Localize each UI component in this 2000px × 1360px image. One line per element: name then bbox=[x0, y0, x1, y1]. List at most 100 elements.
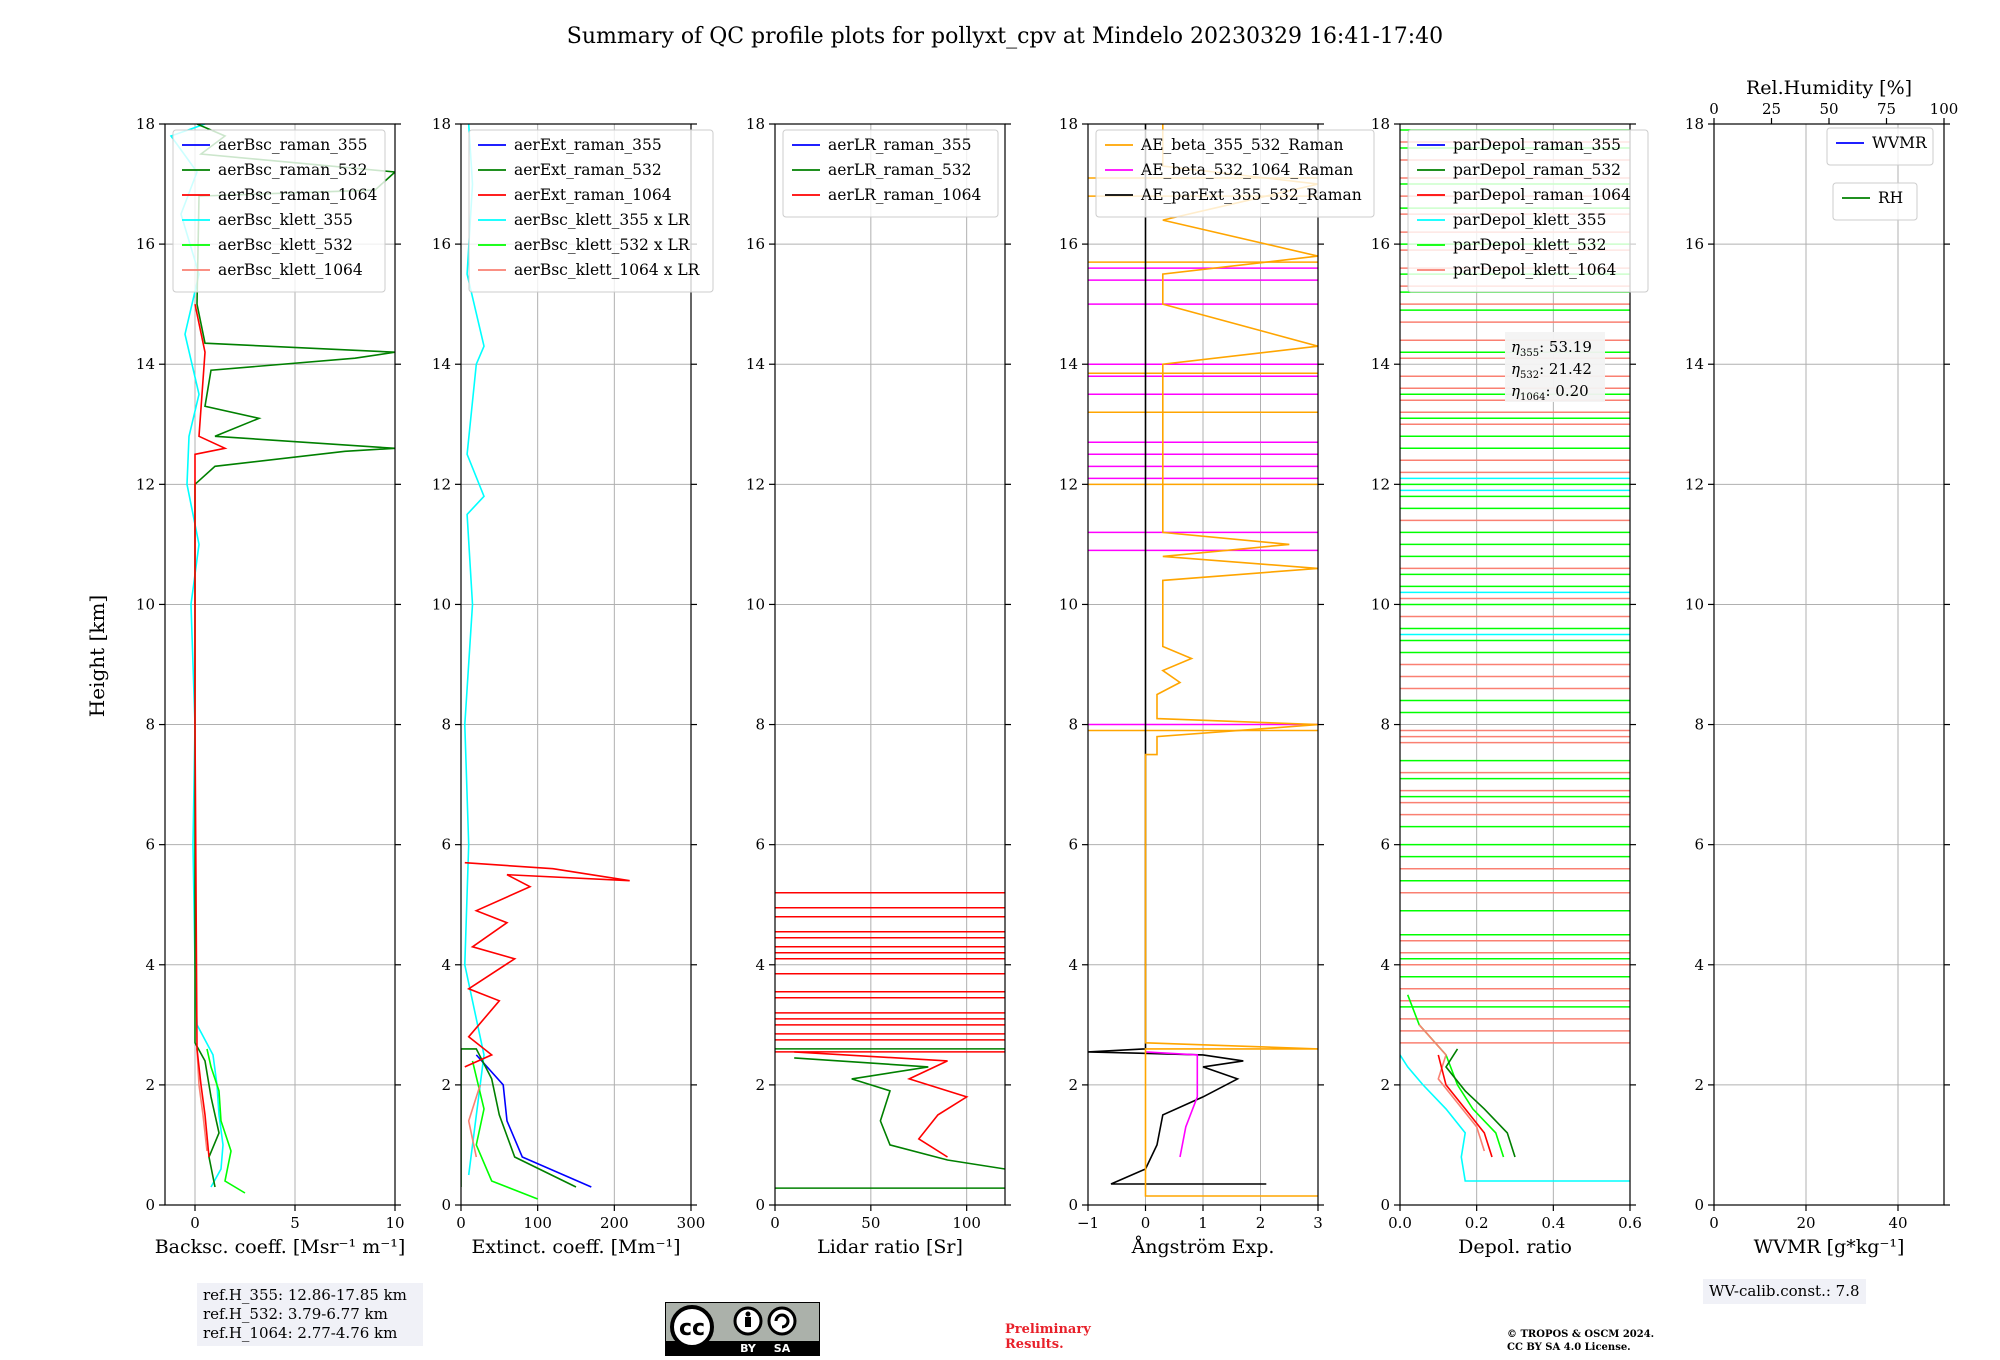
y-tick-label: 16 bbox=[1685, 235, 1704, 253]
x-tick-label: 0.6 bbox=[1618, 1214, 1642, 1232]
y-tick-label: 10 bbox=[1371, 595, 1390, 613]
y-tick-label: 0 bbox=[145, 1196, 155, 1214]
y-tick-label: 12 bbox=[136, 475, 155, 493]
y-tick-label: 14 bbox=[1685, 355, 1704, 373]
legend: aerLR_raman_355 aerLR_raman_532 aerLR_rama… bbox=[782, 129, 999, 218]
x-tick-label: 300 bbox=[677, 1214, 706, 1232]
axes-frame bbox=[1713, 123, 1945, 1206]
legend-entry: AE_beta_355_532_Raman bbox=[1140, 136, 1343, 154]
y-tick-label: 4 bbox=[1068, 956, 1078, 974]
ref-height-1064: ref.H_1064: 2.77-4.76 km bbox=[203, 1324, 398, 1342]
legend-entry: aerBsc_klett_532 bbox=[218, 236, 353, 254]
y-tick-label: 18 bbox=[1685, 115, 1704, 133]
legend-entry: parDepol_raman_1064 bbox=[1453, 186, 1631, 204]
wv-calibration-box: WV-calib.const.: 7.8 bbox=[1703, 1279, 1866, 1304]
panel-1: 0 2 4 6 8 10 12 14 16 18 0 5 10 Backsc. coeff. [Msr⁻¹… bbox=[136, 115, 405, 1258]
y-tick-label: 6 bbox=[441, 836, 451, 854]
legend-entry: aerExt_raman_355 bbox=[514, 136, 662, 154]
y-tick-label: 10 bbox=[1059, 595, 1078, 613]
x-tick-label: −1 bbox=[1077, 1214, 1099, 1232]
y-tick-label: 18 bbox=[432, 115, 451, 133]
y-tick-label: 12 bbox=[1371, 475, 1390, 493]
cc-logo-text: cc bbox=[679, 1316, 705, 1341]
legend-entry: aerExt_raman_1064 bbox=[514, 186, 672, 204]
x-tick-label: 10 bbox=[385, 1214, 404, 1232]
x-tick-label: 0.0 bbox=[1388, 1214, 1412, 1232]
figure-title: Summary of QC profile plots for pollyxt_… bbox=[567, 24, 1443, 49]
series-aerbsc-klett-532-x-lr bbox=[471, 1060, 538, 1200]
y-tick-label: 0 bbox=[1380, 1196, 1390, 1214]
y-tick-label: 0 bbox=[755, 1196, 765, 1214]
series-pardepol-klett-1064 bbox=[1418, 1024, 1486, 1152]
sa-label: SA bbox=[774, 1342, 791, 1355]
legend-frame bbox=[1095, 129, 1375, 218]
eta-symbol: η bbox=[1511, 382, 1520, 400]
eta-line: η1064: 0.20 bbox=[1511, 382, 1589, 403]
legend-entry: aerBsc_raman_1064 bbox=[218, 186, 378, 204]
y-axis-label: Height [km] bbox=[85, 595, 109, 717]
legend-frame bbox=[1832, 182, 1918, 221]
legend-entry: aerBsc_klett_355 x LR bbox=[514, 211, 691, 229]
y-tick-label: 2 bbox=[755, 1076, 765, 1094]
ref-height-532: ref.H_532: 3.79-6.77 km bbox=[203, 1305, 388, 1323]
legend-frame bbox=[782, 129, 999, 218]
top-axis-label: Rel.Humidity [%] bbox=[1746, 77, 1912, 99]
legend-entry: parDepol_klett_355 bbox=[1453, 211, 1606, 229]
eta-value: : 21.42 bbox=[1539, 360, 1592, 378]
y-tick-label: 6 bbox=[1068, 836, 1078, 854]
legend-entry: parDepol_raman_355 bbox=[1453, 136, 1621, 154]
x-tick-label: 0 bbox=[456, 1214, 466, 1232]
legend-entry: RH bbox=[1878, 189, 1903, 207]
legend-entry: aerLR_raman_532 bbox=[828, 161, 971, 179]
x-axis-label: WVMR [g*kg⁻¹] bbox=[1754, 1236, 1905, 1258]
y-tick-label: 4 bbox=[441, 956, 451, 974]
y-tick-label: 2 bbox=[145, 1076, 155, 1094]
eta-subscript: 1064 bbox=[1520, 392, 1545, 403]
series-pardepol-raman-532 bbox=[1445, 1048, 1516, 1158]
eta-subscript: 532 bbox=[1520, 370, 1539, 381]
y-tick-label: 0 bbox=[1068, 1196, 1078, 1214]
x-tick-label: 0 bbox=[1141, 1214, 1151, 1232]
y-tick-label: 18 bbox=[746, 115, 765, 133]
panel-data bbox=[1088, 124, 1318, 1197]
series-aerlr-raman-1064 bbox=[794, 1051, 969, 1158]
cc-license-badge: cc BY SA bbox=[665, 1302, 820, 1356]
y-tick-label: 18 bbox=[1059, 115, 1078, 133]
y-tick-label: 8 bbox=[145, 716, 155, 734]
legend-entry: aerBsc_klett_1064 x LR bbox=[514, 261, 701, 279]
y-tick-label: 8 bbox=[1068, 716, 1078, 734]
copyright-line-1: © TROPOS & OSCM 2024. bbox=[1507, 1329, 1655, 1340]
y-tick-label: 16 bbox=[432, 235, 451, 253]
legend-entry: aerBsc_raman_355 bbox=[218, 136, 368, 154]
y-tick-label: 8 bbox=[441, 716, 451, 734]
panel-6: 0 2 4 6 8 10 12 14 16 18 0 20 40 WVMR [g*kg⁻¹] 0 25 50 75… bbox=[1685, 77, 1958, 1258]
series-pardepol-klett-355 bbox=[1400, 1054, 1630, 1182]
legend-entry: aerLR_raman_355 bbox=[828, 136, 971, 154]
series-pardepol-raman-1064 bbox=[1437, 1054, 1493, 1158]
x-tick-label: 200 bbox=[600, 1214, 629, 1232]
legend-frame bbox=[468, 129, 714, 293]
sa-sharealike-icon bbox=[767, 1306, 797, 1336]
cc-logo-icon bbox=[670, 1305, 714, 1349]
ref-height-355: ref.H_355: 12.86-17.85 km bbox=[203, 1286, 407, 1304]
legend: aerExt_raman_355 aerExt_raman_532 aerExt_r… bbox=[468, 129, 714, 293]
y-tick-label: 12 bbox=[1059, 475, 1078, 493]
series-ae-beta-355-532-raman bbox=[1144, 124, 1318, 1197]
y-tick-label: 2 bbox=[1068, 1076, 1078, 1094]
eta-line: η355: 53.19 bbox=[1511, 338, 1592, 359]
legend-frame bbox=[1407, 129, 1649, 293]
y-tick-label: 14 bbox=[746, 355, 765, 373]
legend: WVMR bbox=[1826, 127, 1934, 166]
eta-line: η532: 21.42 bbox=[1511, 360, 1592, 381]
series-aerbsc-klett-1064-x-lr bbox=[467, 1084, 481, 1158]
top-x-tick-label: 0 bbox=[1709, 100, 1719, 118]
x-axis-label: Lidar ratio [Sr] bbox=[817, 1236, 963, 1258]
y-tick-label: 2 bbox=[1380, 1076, 1390, 1094]
y-tick-label: 14 bbox=[1059, 355, 1078, 373]
legend: aerBsc_raman_355 aerBsc_raman_532 aerBsc_r… bbox=[172, 129, 386, 293]
legend-entry: AE_parExt_355_532_Raman bbox=[1140, 186, 1362, 204]
axes-frame bbox=[774, 123, 1006, 1206]
top-x-tick-label: 75 bbox=[1877, 100, 1896, 118]
